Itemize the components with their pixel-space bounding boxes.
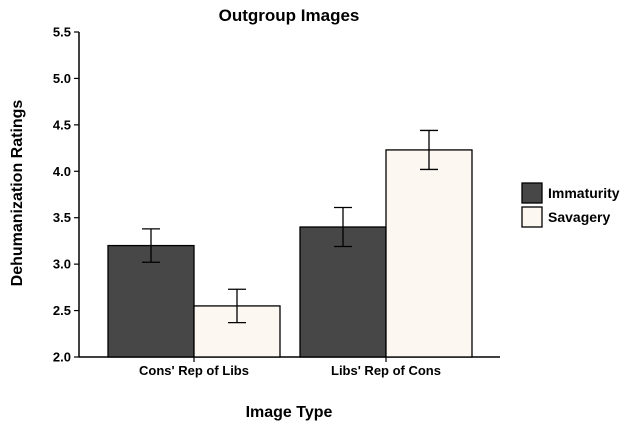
y-tick-label: 5.5 — [53, 25, 71, 40]
y-tick-label: 2.5 — [53, 303, 71, 318]
y-tick-label: 2.0 — [53, 350, 71, 365]
legend: Immaturity Savagery — [521, 182, 620, 228]
y-tick-label: 5.0 — [53, 71, 71, 86]
x-axis-label: Image Type — [246, 404, 333, 421]
bar-savagery-0 — [193, 305, 281, 358]
y-tick-label: 4.0 — [53, 164, 71, 179]
chart-title: Outgroup Images — [219, 6, 360, 25]
legend-label-immaturity: Immaturity — [548, 185, 620, 201]
y-axis-label: Dehumanization Ratings — [9, 100, 26, 287]
legend-label-savagery: Savagery — [548, 209, 610, 225]
bar-savagery-1 — [385, 149, 473, 358]
legend-swatch-savagery — [521, 206, 543, 228]
legend-swatch-immaturity — [521, 182, 543, 204]
y-tick-label: 3.5 — [53, 210, 71, 225]
x-tick-label: Cons' Rep of Libs — [139, 363, 249, 378]
y-tick-label: 4.5 — [53, 117, 71, 132]
y-tick-label: 3.0 — [53, 257, 71, 272]
bar-immaturity-1 — [299, 226, 387, 358]
plot-area: 2.0 2.5 3.0 3.5 4.0 4.5 5.0 5.5 Cons' Rep of Lib… — [53, 25, 500, 378]
x-tick-label: Libs' Rep of Cons — [331, 363, 441, 378]
